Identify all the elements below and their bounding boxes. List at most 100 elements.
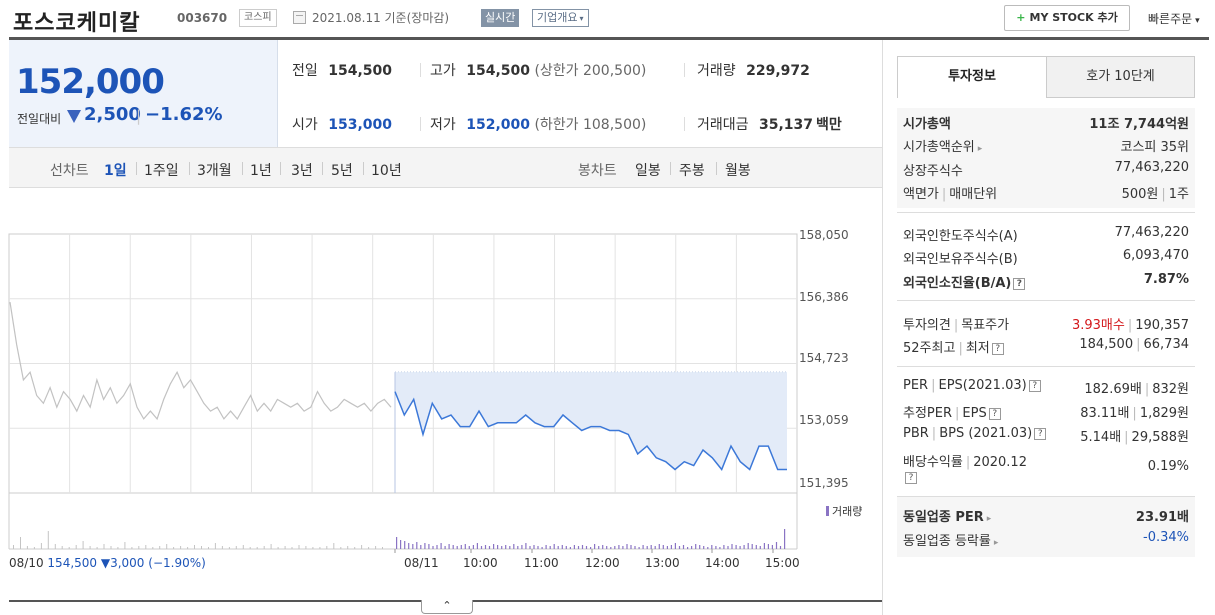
tab-5year[interactable]: 5년	[331, 163, 353, 179]
tab-3year[interactable]: 3년	[291, 163, 313, 179]
pbr-bps-value: 5.14배 | 29,588원	[1080, 430, 1189, 445]
volume-bar	[747, 543, 749, 549]
volume-bar	[228, 547, 230, 549]
target-label: 목표주가	[961, 318, 1010, 333]
tab-orderbook-10[interactable]: 호가 10단계	[1046, 56, 1195, 98]
volume-value: 229,972	[746, 63, 810, 79]
volume-bar	[408, 543, 410, 549]
quick-order-label: 빠른주문	[1148, 12, 1193, 26]
volume-bar	[505, 545, 507, 549]
volume-bar	[755, 545, 757, 549]
chevron-down-icon: ▾	[579, 14, 584, 23]
volume-bar	[96, 547, 98, 549]
quick-order-button[interactable]: 빠른주문 ▾	[1148, 10, 1200, 27]
volume-bar	[340, 547, 342, 549]
x-tick: 11:00	[524, 556, 559, 570]
volume-bar	[670, 545, 672, 549]
previous-day-line	[9, 302, 392, 421]
divider	[136, 162, 137, 175]
volume-bar	[333, 543, 335, 549]
y-tick: 158,050	[799, 228, 849, 242]
volume-bar	[476, 543, 478, 549]
volume-field: 거래량 229,972	[697, 60, 810, 80]
intraday-price-line	[394, 391, 787, 471]
volume-bar	[735, 545, 737, 549]
dividend-row: 배당수익률 | 2020.12? 0.19%	[903, 451, 1189, 491]
tab-investment-info[interactable]: 투자정보	[897, 56, 1047, 98]
x-tick: 10:00	[463, 556, 498, 570]
help-icon[interactable]: ?	[988, 408, 1001, 420]
dividend-label-text: 배당수익률	[903, 455, 963, 470]
volume-bar	[581, 545, 584, 549]
volume-bar	[606, 546, 608, 549]
unit-label: 매매단위	[949, 187, 998, 202]
volume-bar	[488, 546, 491, 549]
shares-label: 상장주식수	[903, 164, 963, 179]
volume-bar	[152, 547, 154, 549]
week52-low-label: 최저	[965, 341, 990, 356]
volume-bar	[541, 547, 543, 549]
low-field: 저가 152,000 (하한가 108,500)	[430, 114, 646, 134]
pbr-row: PBR | BPS (2021.03)? 5.14배 | 29,588원	[903, 426, 1189, 448]
volume-bar	[638, 547, 640, 549]
help-icon[interactable]: ?	[1028, 380, 1041, 392]
collapse-button[interactable]: ⌃	[421, 600, 473, 614]
divider	[897, 366, 1195, 367]
x-tick: 15:00	[765, 556, 800, 570]
volume-bar	[277, 547, 279, 549]
help-icon[interactable]: ?	[1034, 428, 1047, 440]
low-label: 저가	[430, 117, 456, 133]
volume-bar	[312, 547, 314, 549]
tab-1year[interactable]: 1년	[250, 163, 272, 179]
help-icon[interactable]: ?	[1013, 278, 1026, 290]
rank-value: 코스피 35위	[1120, 140, 1189, 155]
mystock-add-button[interactable]: + MY STOCK 추가	[1004, 5, 1130, 31]
help-icon[interactable]: ?	[905, 472, 917, 484]
volume-bar	[368, 547, 370, 549]
volume-bar	[13, 545, 14, 549]
volume-bar	[456, 546, 458, 549]
volume-bar	[727, 546, 729, 549]
volume-bar	[256, 547, 258, 549]
tab-1week[interactable]: 1주일	[144, 163, 179, 179]
tab-3month[interactable]: 3개월	[197, 163, 232, 179]
market-badge: 코스피	[239, 9, 277, 27]
tab-1day[interactable]: 1일	[104, 163, 127, 179]
company-overview-button[interactable]: 기업개요 ▾	[532, 9, 589, 27]
pbr-value: 5.14배	[1080, 430, 1122, 445]
volume-bar	[33, 547, 35, 549]
rank-row: 시가총액순위 ▸ 코스피 35위	[903, 136, 1189, 158]
tab-weekly-candle[interactable]: 주봉	[679, 163, 705, 179]
realtime-button[interactable]: 실시간	[481, 9, 520, 27]
mystock-add-label: MY STOCK 추가	[1029, 11, 1118, 24]
volume-bar	[361, 545, 363, 549]
volume-bar	[577, 546, 580, 549]
volume-bar	[319, 547, 321, 549]
amount-unit: 백만	[816, 117, 842, 133]
change-label: 전일대비	[17, 112, 62, 126]
sector-change-value: -0.34%	[1143, 530, 1189, 545]
par-unit-label: 액면가 | 매매단위	[903, 187, 998, 202]
help-icon[interactable]: ?	[991, 343, 1004, 355]
volume-bar	[763, 543, 765, 549]
sector-change-label[interactable]: 동일업종 등락률 ▸	[903, 530, 998, 549]
open-label: 시가	[292, 117, 318, 133]
rank-label[interactable]: 시가총액순위 ▸	[903, 136, 982, 155]
investment-info-panel: 투자정보 호가 10단계 시가총액 11조 7,744억원 시가총액순위 ▸ 코스피 …	[882, 40, 1209, 615]
volume-bar	[436, 545, 438, 549]
stock-header: 포스코케미칼 003670 코스피 2021.08.11 기준(장마감) 실시간…	[0, 0, 1215, 38]
volume-bar	[440, 543, 442, 549]
stock-code: 003670	[177, 11, 228, 25]
caret-right-icon: ▸	[986, 514, 992, 524]
low-value: 152,000	[466, 117, 530, 133]
volume-bar	[771, 545, 773, 549]
tab-10year[interactable]: 10년	[371, 163, 402, 179]
tab-daily-candle[interactable]: 일봉	[635, 163, 661, 179]
opinion-target-label: 투자의견 | 목표주가	[903, 318, 1010, 333]
tab-monthly-candle[interactable]: 월봉	[725, 163, 751, 179]
per-eps-label: PER | EPS(2021.03)?	[903, 378, 1041, 393]
sector-per-label[interactable]: 동일업종 PER ▸	[903, 506, 991, 525]
foreign-hold-row: 외국인보유주식수(B) 6,093,470	[903, 248, 1189, 270]
volume-bar	[695, 544, 697, 549]
volume-bar	[187, 547, 189, 549]
